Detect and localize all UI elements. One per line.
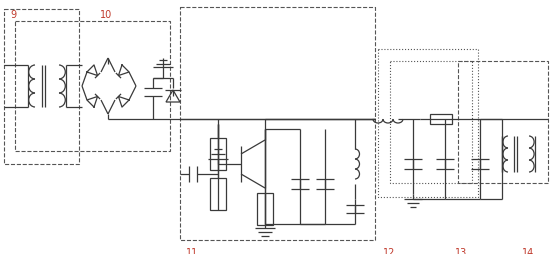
Bar [180,8,375,240]
Text: 14: 14 [522,247,534,254]
Bar [458,62,548,183]
Text: 12: 12 [383,247,396,254]
Text: 13: 13 [455,247,467,254]
Bar [390,62,472,183]
Bar [430,115,452,124]
Bar [378,50,478,197]
Bar [210,178,226,210]
Text: 9: 9 [10,10,16,20]
Bar [210,138,226,170]
Text: 11: 11 [186,247,198,254]
Bar [4,10,79,164]
Bar [257,193,273,225]
Bar [15,22,170,151]
Text: 10: 10 [100,10,112,20]
